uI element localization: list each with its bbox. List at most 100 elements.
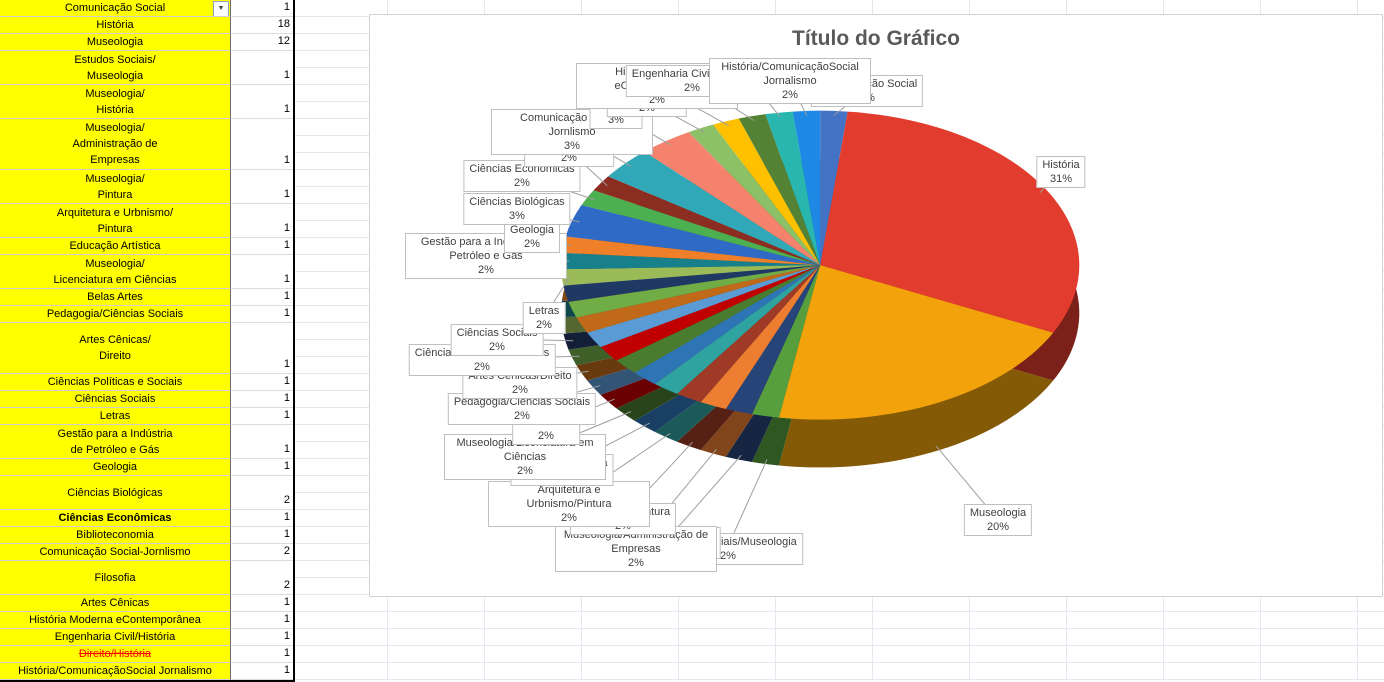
table-row[interactable]: Filosofia 2 — [0, 561, 293, 595]
table-row[interactable]: Ciências Econômicas 1 — [0, 510, 293, 527]
category-cell[interactable]: Gestão para a Indústria de Petróleo e Gá… — [0, 425, 231, 459]
table-row[interactable]: História 18 — [0, 17, 293, 34]
category-cell[interactable]: Educação Artística — [0, 238, 231, 255]
category-cell[interactable]: Ciências Políticas e Sociais — [0, 374, 231, 391]
data-label[interactable]: Geologia 2% — [503, 221, 561, 253]
count-cell[interactable]: 2 — [231, 544, 293, 561]
chart-panel[interactable]: Título do Gráfico Comunicação Social 2%H… — [369, 14, 1383, 597]
count-cell[interactable]: 1 — [231, 391, 293, 408]
pie-slice[interactable] — [738, 114, 821, 266]
pie-slice[interactable] — [713, 118, 821, 266]
pie-slice[interactable] — [581, 190, 821, 266]
table-row[interactable]: Artes Cênicas 1 — [0, 595, 293, 612]
table-row[interactable]: História/ComunicaçãoSocial Jornalismo 1 — [0, 663, 293, 680]
pie-slice[interactable] — [820, 111, 1080, 333]
pie-slice[interactable] — [700, 265, 821, 410]
table-row[interactable]: Direito/História 1 — [0, 646, 293, 663]
category-cell[interactable]: Ciências Econômicas — [0, 510, 231, 527]
pie-slice[interactable] — [820, 110, 848, 266]
table-row[interactable]: Ciências Sociais 1 — [0, 391, 293, 408]
data-label[interactable]: Arquitetura e Urbnismo/Pintura 2% — [488, 481, 650, 527]
table-row[interactable]: Museologia/ Pintura 1 — [0, 170, 293, 204]
pie-slice[interactable] — [634, 265, 821, 385]
count-cell[interactable]: 1 — [231, 425, 293, 459]
data-label[interactable]: Ciências Biológicas 3% — [463, 193, 571, 225]
table-row[interactable]: Comunicação Social-Jornlismo 2 — [0, 544, 293, 561]
pie-slice[interactable] — [725, 265, 821, 415]
category-cell[interactable]: Pedagogia/Ciências Sociais — [0, 306, 231, 323]
count-cell[interactable]: 1 — [231, 170, 293, 204]
pie-slice[interactable] — [644, 132, 821, 266]
category-cell[interactable]: Artes Cênicas — [0, 595, 231, 612]
count-cell[interactable]: 2 — [231, 476, 293, 510]
count-cell[interactable]: 1 — [231, 646, 293, 663]
pie-slice[interactable] — [561, 236, 821, 266]
category-cell[interactable]: Comunicação Social ▼ — [0, 0, 231, 17]
table-row[interactable]: Educação Artística 1 — [0, 238, 293, 255]
table-row[interactable]: Gestão para a Indústria de Petróleo e Gá… — [0, 425, 293, 459]
table-row[interactable]: Ciências Políticas e Sociais 1 — [0, 374, 293, 391]
category-cell[interactable]: Belas Artes — [0, 289, 231, 306]
table-row[interactable]: Museologia/ Administração de Empresas 1 — [0, 119, 293, 170]
pie-slice[interactable] — [593, 176, 821, 266]
pie-slice[interactable] — [752, 265, 821, 418]
pie-slice[interactable] — [654, 265, 821, 394]
pie-slice[interactable] — [765, 111, 821, 266]
category-cell[interactable]: Arquitetura e Urbnismo/ Pintura — [0, 204, 231, 238]
count-cell[interactable]: 1 — [231, 85, 293, 119]
count-cell[interactable]: 1 — [231, 527, 293, 544]
table-row[interactable]: Museologia/ Licenciatura em Ciências 1 — [0, 255, 293, 289]
pie-slice[interactable] — [565, 205, 821, 266]
table-row[interactable]: Comunicação Social ▼ 1 — [0, 0, 293, 17]
pie-slice[interactable] — [616, 265, 821, 373]
count-cell[interactable]: 1 — [231, 323, 293, 374]
count-cell[interactable]: 1 — [231, 629, 293, 646]
count-cell[interactable]: 1 — [231, 0, 293, 17]
category-cell[interactable]: Engenharia Civil/História — [0, 629, 231, 646]
count-cell[interactable]: 12 — [231, 34, 293, 51]
count-cell[interactable]: 1 — [231, 459, 293, 476]
pie-slice[interactable] — [792, 110, 821, 266]
table-row[interactable]: Arquitetura e Urbnismo/ Pintura 1 — [0, 204, 293, 238]
category-cell[interactable]: Estudos Sociais/ Museologia — [0, 51, 231, 85]
count-cell[interactable]: 1 — [231, 408, 293, 425]
pie-slice[interactable] — [563, 265, 821, 302]
data-label[interactable]: Letras 2% — [522, 302, 566, 334]
table-row[interactable]: História Moderna eContemporânea 1 — [0, 612, 293, 629]
pie-slice[interactable] — [600, 265, 821, 361]
count-cell[interactable]: 1 — [231, 595, 293, 612]
count-cell[interactable]: 1 — [231, 306, 293, 323]
table-row[interactable]: Museologia/ História 1 — [0, 85, 293, 119]
category-cell[interactable]: Museologia/ Administração de Empresas — [0, 119, 231, 170]
count-cell[interactable]: 1 — [231, 612, 293, 629]
count-cell[interactable]: 1 — [231, 510, 293, 527]
table-row[interactable]: Biblioteconomia 1 — [0, 527, 293, 544]
pie-slice[interactable] — [587, 265, 821, 348]
category-cell[interactable]: História — [0, 17, 231, 34]
data-label[interactable]: Ciências Econômicas 2% — [463, 160, 581, 192]
table-row[interactable]: Engenharia Civil/História 1 — [0, 629, 293, 646]
table-row[interactable]: Estudos Sociais/ Museologia 1 — [0, 51, 293, 85]
count-cell[interactable]: 18 — [231, 17, 293, 34]
data-label[interactable]: História/ComunicaçãoSocial Jornalismo 2% — [709, 58, 871, 104]
category-cell[interactable]: Geologia — [0, 459, 231, 476]
pie-slice[interactable] — [561, 252, 821, 270]
table-row[interactable]: Belas Artes 1 — [0, 289, 293, 306]
pie-slice[interactable] — [576, 265, 821, 333]
pie-slice[interactable] — [778, 265, 1054, 420]
category-cell[interactable]: Ciências Sociais — [0, 391, 231, 408]
table-row[interactable]: Museologia 12 — [0, 34, 293, 51]
category-cell[interactable]: História Moderna eContemporânea — [0, 612, 231, 629]
pie-slice[interactable] — [561, 265, 821, 286]
category-cell[interactable]: História/ComunicaçãoSocial Jornalismo — [0, 663, 231, 680]
category-cell[interactable]: Artes Cênicas/ Direito — [0, 323, 231, 374]
table-row[interactable]: Artes Cênicas/ Direito 1 — [0, 323, 293, 374]
data-label[interactable]: Museologia 20% — [963, 504, 1033, 536]
count-cell[interactable]: 1 — [231, 289, 293, 306]
category-cell[interactable]: Comunicação Social-Jornlismo — [0, 544, 231, 561]
count-cell[interactable]: 1 — [231, 119, 293, 170]
category-cell[interactable]: Biblioteconomia — [0, 527, 231, 544]
filter-dropdown-icon[interactable]: ▼ — [213, 1, 229, 16]
count-cell[interactable]: 1 — [231, 255, 293, 289]
category-cell[interactable]: Museologia/ História — [0, 85, 231, 119]
